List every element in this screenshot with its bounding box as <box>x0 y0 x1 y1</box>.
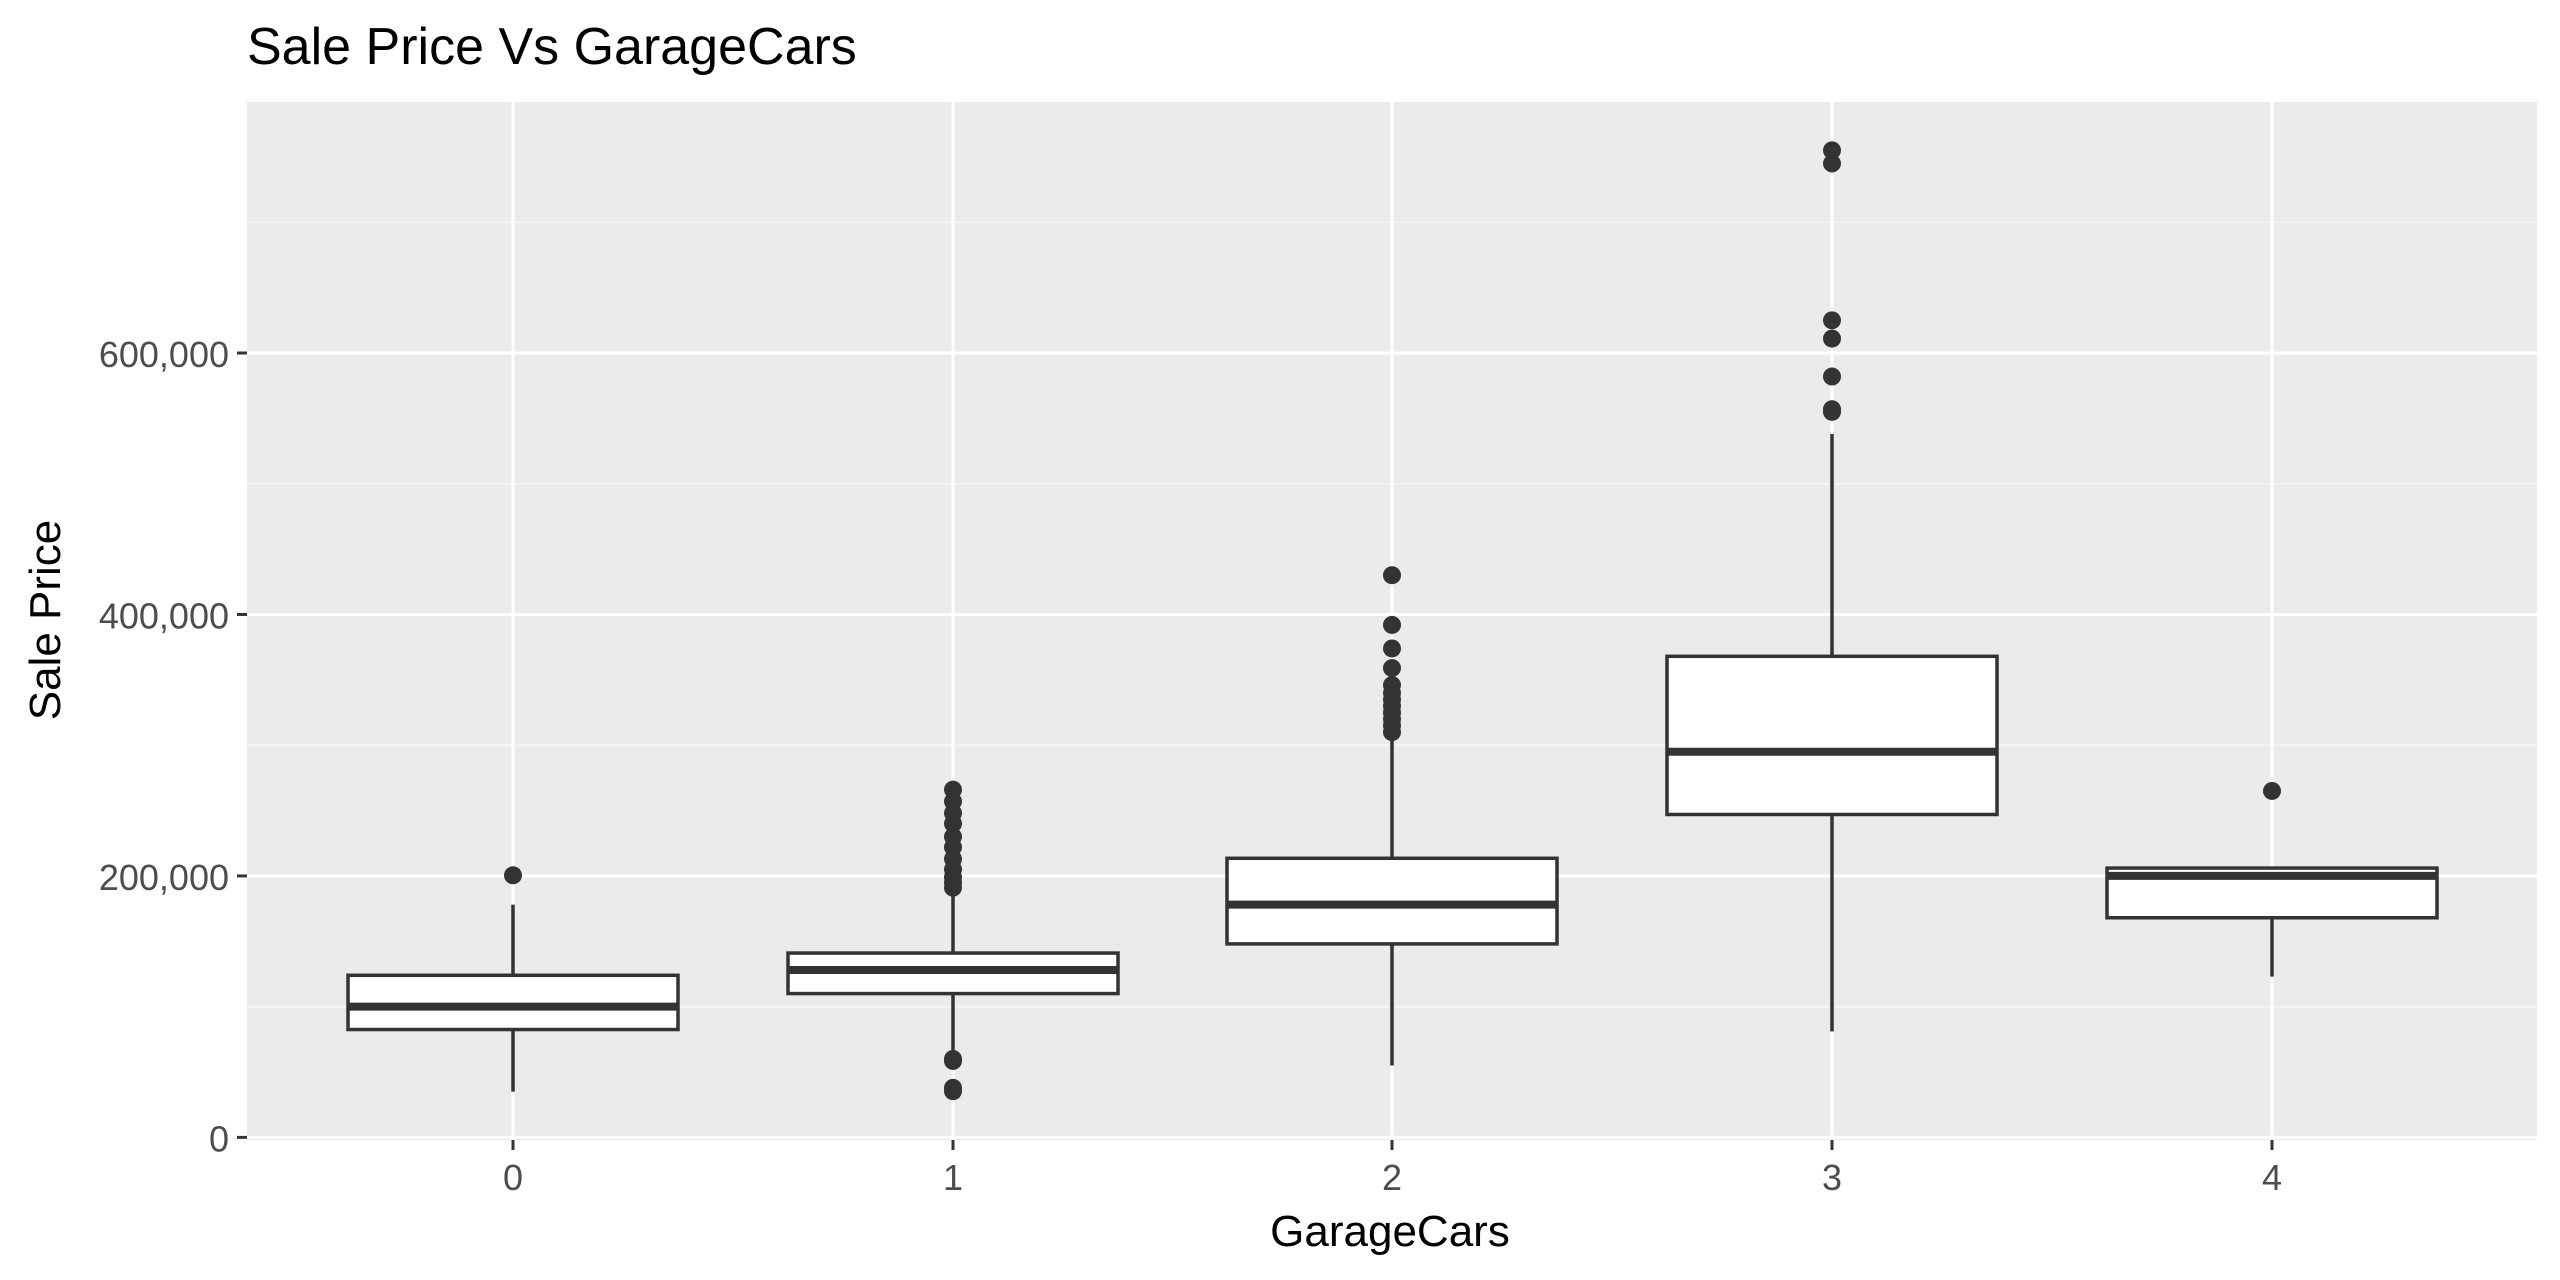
outlier-point <box>1383 639 1401 658</box>
outlier-point <box>1823 311 1841 330</box>
outlier-point <box>504 866 522 885</box>
x-tick-label: 2 <box>1382 1157 1402 1198</box>
outlier-point <box>944 827 962 846</box>
x-tick-label: 0 <box>503 1157 523 1198</box>
outlier-point <box>1823 367 1841 386</box>
box-group-4 <box>2105 781 2439 977</box>
outlier-point <box>944 1049 962 1068</box>
y-axis-label: Sale Price <box>21 520 70 721</box>
box-group-3 <box>1665 141 1999 1032</box>
outlier-point <box>1383 615 1401 634</box>
y-tick-label: 200,000 <box>99 857 229 898</box>
x-tick-label: 4 <box>2262 1157 2282 1198</box>
box-group-0 <box>346 866 680 1092</box>
box-group-2 <box>1225 566 1559 1066</box>
x-tick-label: 1 <box>943 1157 963 1198</box>
outlier-point <box>1823 329 1841 348</box>
outlier-point <box>1823 141 1841 160</box>
box-iqr <box>1665 654 1999 817</box>
chart-title: Sale Price Vs GarageCars <box>247 18 857 76</box>
y-tick-label: 400,000 <box>99 595 229 636</box>
outlier-point <box>2263 781 2281 800</box>
outlier-point <box>944 1078 962 1097</box>
x-axis-label: GarageCars <box>1270 1207 1510 1256</box>
outlier-point <box>1383 566 1401 585</box>
x-tick-label: 3 <box>1822 1157 1842 1198</box>
y-tick-label: 0 <box>209 1118 229 1159</box>
box-group-1 <box>786 780 1120 1101</box>
outlier-point <box>1383 676 1401 695</box>
outlier-point <box>1383 659 1401 678</box>
outlier-point <box>1823 400 1841 419</box>
outlier-point <box>1823 154 1841 173</box>
box-iqr <box>346 973 680 1032</box>
outlier-point <box>944 780 962 799</box>
y-tick-label: 600,000 <box>99 334 229 375</box>
